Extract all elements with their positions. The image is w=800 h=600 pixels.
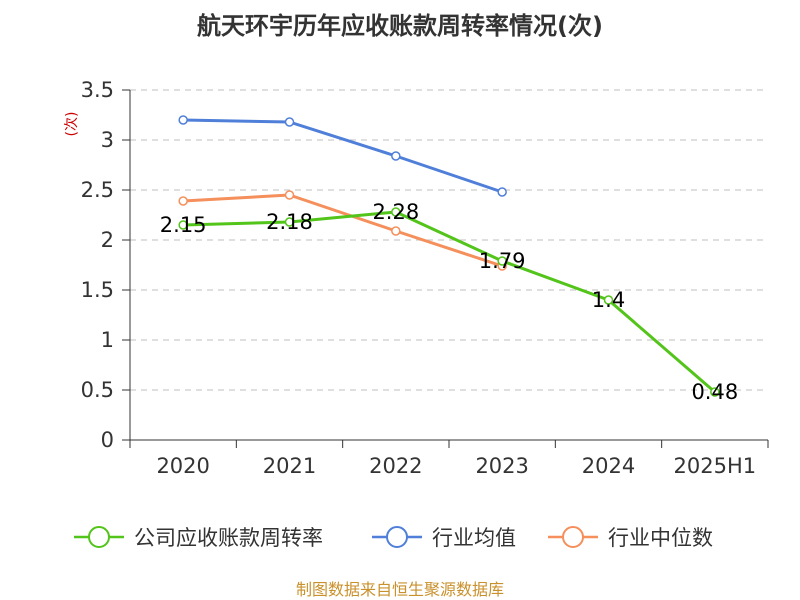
y-tick-label: 1 bbox=[101, 328, 114, 352]
x-tick-label: 2024 bbox=[582, 454, 635, 478]
data-point bbox=[391, 226, 401, 236]
x-tick-label: 2023 bbox=[475, 454, 528, 478]
data-label: 2.15 bbox=[160, 213, 207, 237]
y-tick-label: 0.5 bbox=[81, 378, 114, 402]
legend-marker bbox=[562, 526, 584, 548]
series-line bbox=[183, 118, 503, 194]
data-point bbox=[284, 190, 295, 200]
legend-label: 公司应收账款周转率 bbox=[134, 526, 323, 550]
legend-marker bbox=[386, 526, 408, 548]
y-tick-label: 1.5 bbox=[81, 278, 114, 302]
y-axis-label: (次) bbox=[64, 112, 80, 137]
data-label: 1.4 bbox=[592, 288, 625, 312]
series-line bbox=[183, 210, 716, 394]
data-point bbox=[284, 117, 295, 127]
data-point bbox=[391, 151, 401, 161]
data-label: 2.18 bbox=[266, 210, 313, 234]
y-tick-label: 0 bbox=[101, 428, 114, 452]
data-point bbox=[497, 187, 507, 197]
data-label: 2.28 bbox=[372, 200, 419, 224]
legend-item[interactable]: 行业中位数 bbox=[548, 526, 713, 550]
grid-lines bbox=[130, 89, 768, 391]
x-tick-label: 2025H1 bbox=[674, 454, 757, 478]
data-point bbox=[178, 196, 188, 206]
y-tick-label: 3.5 bbox=[81, 78, 114, 102]
series-line bbox=[183, 193, 503, 268]
legend-item[interactable]: 公司应收账款周转率 bbox=[74, 526, 323, 550]
legend-marker bbox=[88, 526, 110, 548]
data-point bbox=[178, 115, 188, 125]
data-point bbox=[603, 295, 614, 305]
legend-label: 行业中位数 bbox=[608, 526, 713, 550]
series-group bbox=[178, 115, 720, 397]
y-tick-label: 2 bbox=[101, 228, 114, 252]
data-labels: 2.15 2.18 2.28 1.79 1.4 0.48 bbox=[160, 200, 738, 404]
data-point bbox=[497, 256, 507, 266]
data-point bbox=[284, 217, 295, 227]
axes bbox=[122, 89, 769, 448]
data-label: 0.48 bbox=[691, 380, 738, 404]
x-tick-label: 2020 bbox=[156, 454, 209, 478]
tick-labels: 0 0.5 1 1.5 2 2.5 3 3.5 2020 2021 2022 2023 2024 2025… bbox=[81, 78, 757, 478]
data-label: 1.79 bbox=[479, 249, 526, 273]
y-tick-label: 3 bbox=[101, 128, 114, 152]
data-point bbox=[178, 220, 188, 230]
x-tick-label: 2022 bbox=[369, 454, 422, 478]
y-tick-label: 2.5 bbox=[81, 178, 114, 202]
x-tick-label: 2021 bbox=[263, 454, 316, 478]
legend[interactable]: 公司应收账款周转率 行业均值 行业中位数 bbox=[74, 526, 713, 550]
legend-item[interactable]: 行业均值 bbox=[372, 526, 516, 550]
legend-label: 行业均值 bbox=[432, 526, 516, 550]
data-point bbox=[391, 207, 401, 217]
source-note: 制图数据来自恒生聚源数据库 bbox=[296, 580, 504, 599]
data-point bbox=[710, 387, 720, 397]
chart-title: 航天环宇历年应收账款周转率情况(次) bbox=[197, 12, 603, 40]
